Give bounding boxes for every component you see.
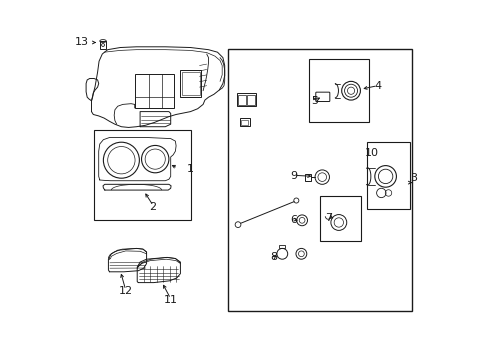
- Bar: [305, 174, 311, 181]
- Text: 2: 2: [149, 202, 156, 212]
- Text: 1: 1: [186, 164, 194, 174]
- Text: 5: 5: [310, 96, 318, 106]
- Bar: [179, 70, 201, 97]
- Bar: [241, 120, 248, 125]
- Bar: [366, 142, 409, 209]
- Text: 10: 10: [365, 148, 379, 158]
- Bar: [100, 41, 106, 49]
- Text: 11: 11: [163, 294, 177, 305]
- Bar: [236, 93, 256, 106]
- Bar: [320, 196, 361, 241]
- Text: 6: 6: [290, 215, 297, 225]
- Bar: [228, 49, 411, 311]
- Text: 13: 13: [75, 37, 89, 48]
- Bar: [239, 118, 249, 126]
- Text: 3: 3: [409, 173, 416, 183]
- Text: 9: 9: [290, 171, 297, 181]
- Bar: [94, 130, 191, 220]
- Bar: [279, 245, 285, 248]
- Text: 8: 8: [270, 252, 277, 262]
- Text: 4: 4: [373, 81, 381, 91]
- Bar: [181, 72, 199, 95]
- Text: 7: 7: [325, 213, 332, 223]
- Bar: [134, 74, 174, 108]
- Bar: [238, 95, 245, 105]
- Bar: [247, 95, 254, 105]
- Text: 12: 12: [119, 286, 132, 296]
- Bar: [309, 59, 368, 122]
